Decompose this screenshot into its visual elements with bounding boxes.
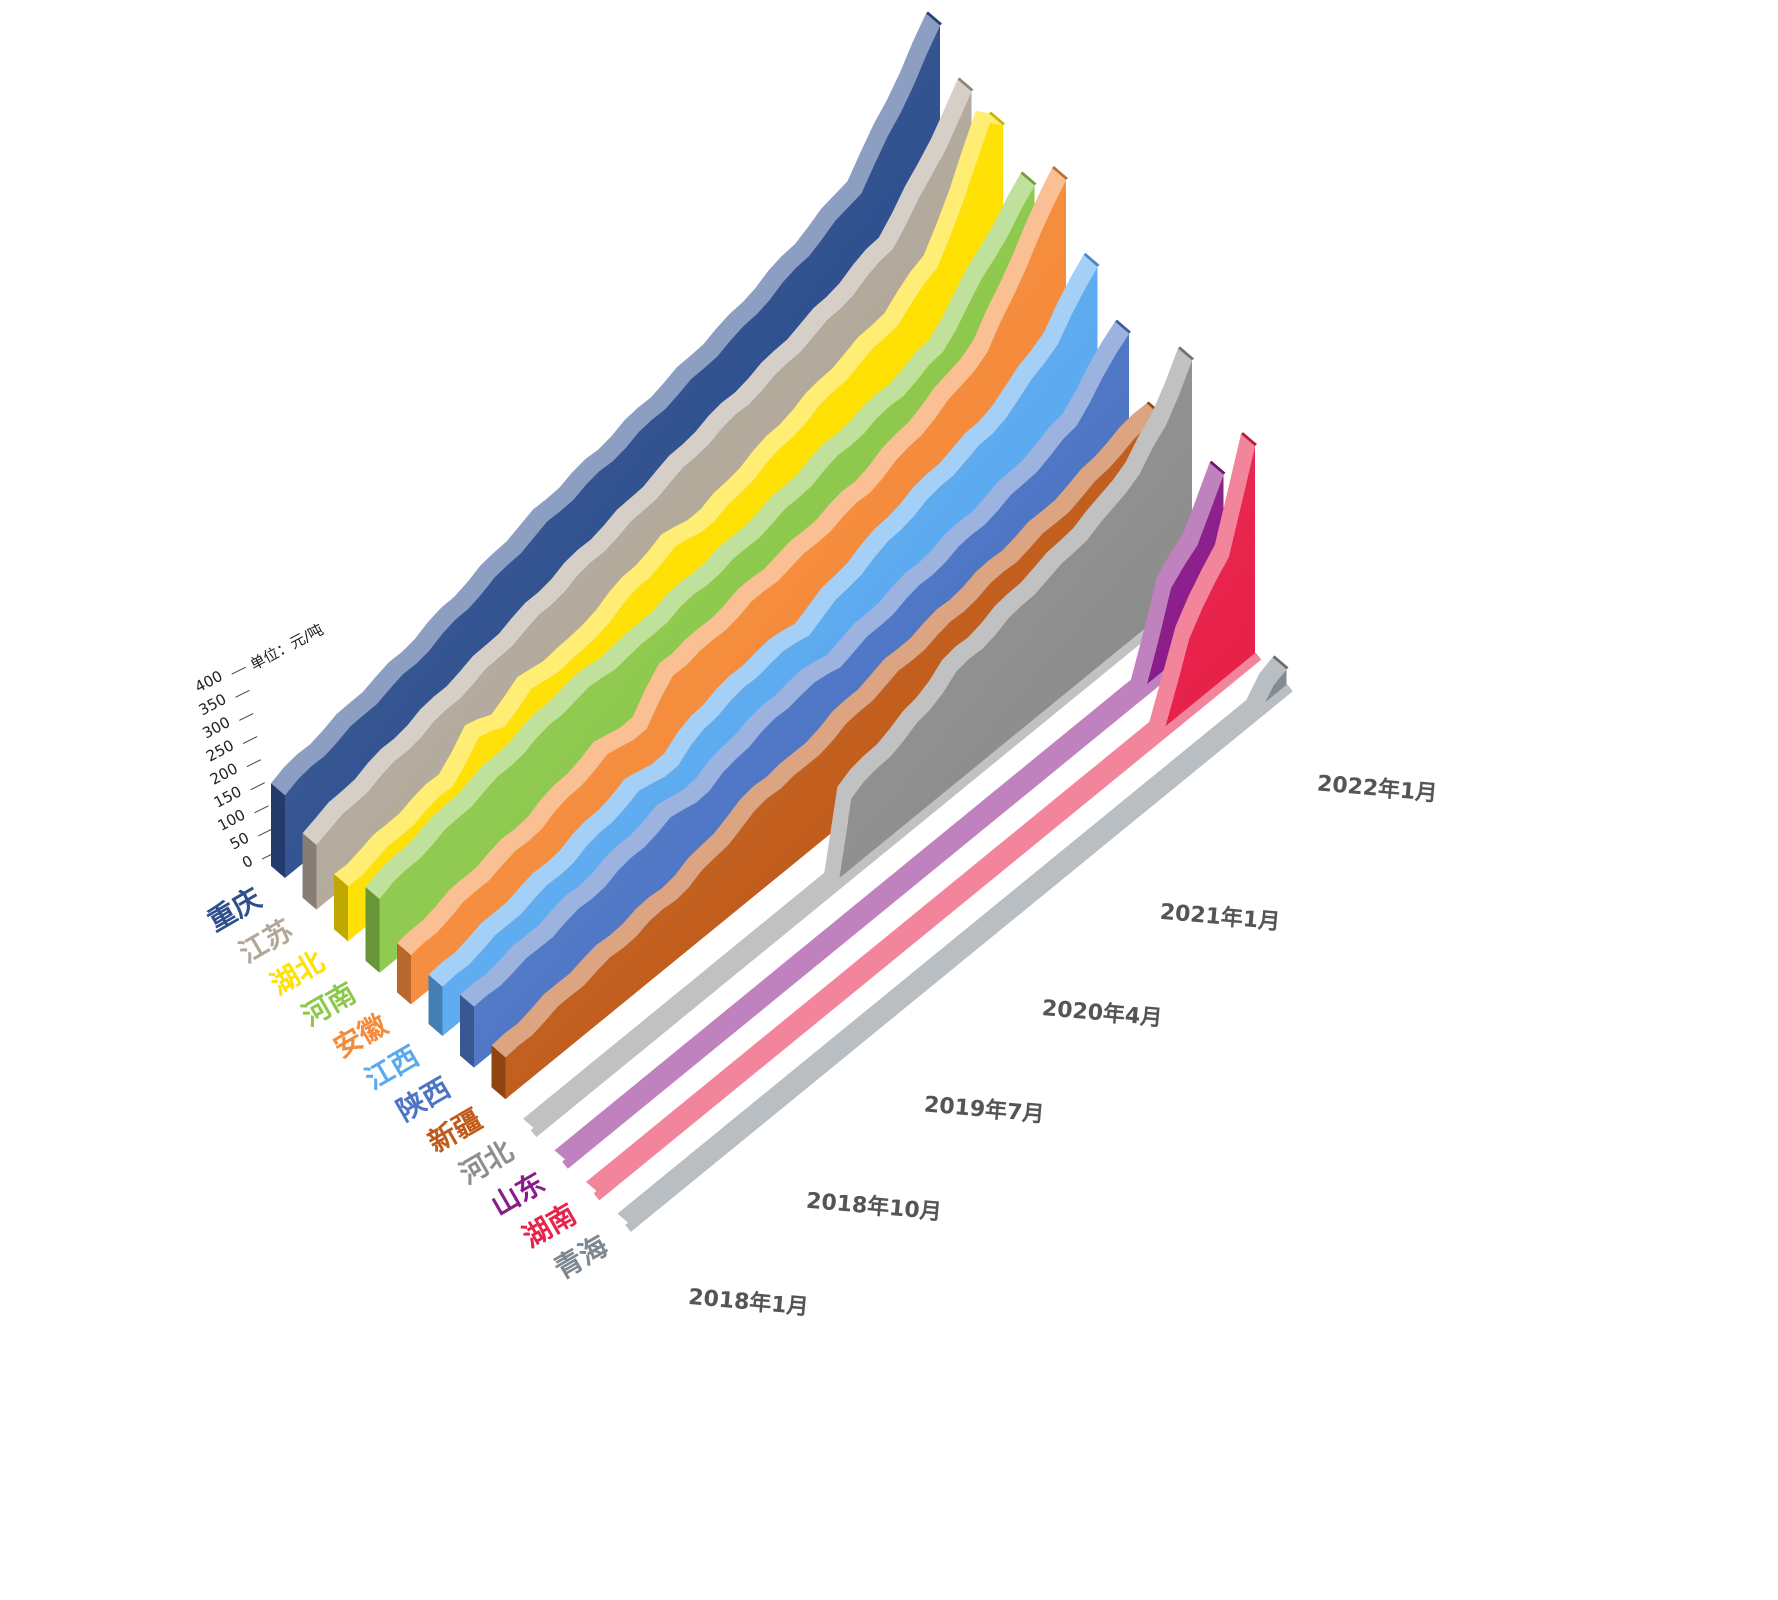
series-ridge-陕西 [460,321,1129,1007]
series-山东 [554,460,1230,1169]
series-ridge-重庆 [271,13,940,796]
series-河北 [523,346,1199,1138]
series-base-河北 [530,589,1199,1138]
y-tick-mark [231,666,246,675]
y-tick-mark [258,828,273,837]
series-ridge-江苏 [302,79,972,846]
y-tick-label: 0 [239,852,256,872]
series-base-山东 [562,621,1230,1169]
series-cap-山东 [1209,460,1226,475]
series-edge-新疆 [491,1045,506,1100]
series-cap-湖北 [989,111,1005,126]
x-tick-label: 2018年1月 [687,1284,809,1320]
series-陕西 [460,319,1131,1068]
series-area-安徽 [411,180,1066,1005]
series-青海 [617,655,1293,1232]
series-湖南 [586,432,1262,1201]
series-edge-河南 [365,887,380,973]
y-tick-label: 50 [227,829,252,854]
series-layer [271,11,1293,1232]
series-cap-江苏 [957,77,974,92]
series-edge-湖北 [334,874,348,942]
x-tick-label: 2020年4月 [1041,995,1163,1031]
series-base-青海 [625,684,1293,1232]
series-河南 [365,171,1037,973]
series-cap-河北 [1178,346,1194,361]
series-ridge-新疆 [491,403,1161,1058]
series-cap-江西 [1083,252,1100,267]
x-tick-label: 2018年10月 [805,1188,943,1226]
series-cap-湖南 [1241,432,1257,447]
series-edge-安徽 [397,943,411,1005]
y-tick-mark [235,689,250,698]
series-base-湖南 [593,652,1262,1201]
series-area-江西 [442,266,1098,1036]
series-江西 [428,252,1100,1036]
series-cap-陕西 [1115,319,1131,334]
series-area-河南 [379,185,1035,973]
series-cap-安徽 [1052,166,1068,181]
y-tick-mark [242,736,258,744]
x-tick-label: 2022年1月 [1316,770,1438,806]
series-cap-青海 [1272,655,1289,670]
y-tick-mark [254,805,269,814]
series-area-江苏 [316,91,972,910]
series-江苏 [302,77,974,910]
series-area-陕西 [474,333,1129,1068]
series-cap-河南 [1020,171,1037,186]
series-area-新疆 [505,415,1161,1100]
x-tick-label: 2019年7月 [923,1091,1045,1127]
unit-label: 单位：元/吨 [247,620,326,673]
series-安徽 [397,166,1068,1005]
series-ridge-江西 [428,254,1098,987]
series-湖北 [334,110,1005,942]
series-重庆 [271,11,942,878]
series-ridge-河南 [365,173,1035,900]
y-tick-mark [246,759,262,768]
series-edge-江西 [428,974,443,1036]
series-edge-重庆 [271,783,285,878]
series-edge-陕西 [460,994,474,1068]
series-ridge-青海 [617,657,1287,1226]
series-area-湖北 [348,122,1003,942]
series-area-重庆 [285,25,940,878]
x-tick-label: 2021年1月 [1159,899,1281,935]
series-edge-江苏 [302,833,317,910]
series-cap-重庆 [926,11,942,26]
y-tick-mark [250,782,265,791]
y-tick-mark [239,712,254,721]
